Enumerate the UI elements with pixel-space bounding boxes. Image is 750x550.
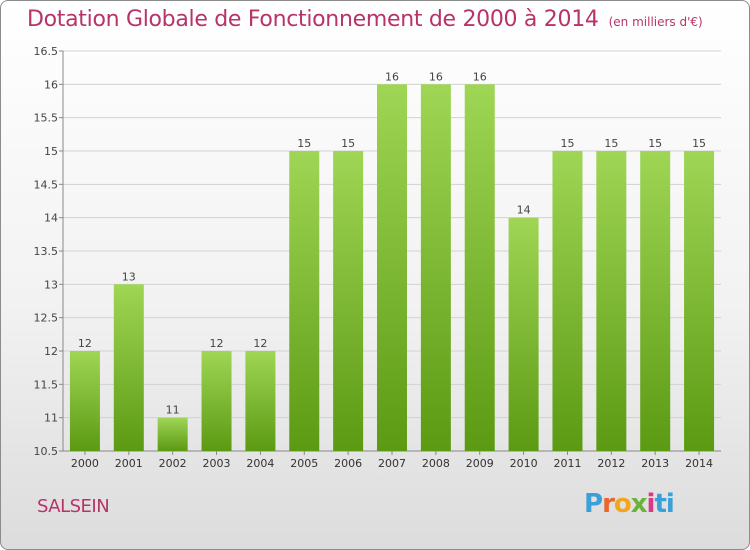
x-tick-label: 2000 <box>71 457 99 470</box>
data-label: 14 <box>517 204 531 217</box>
data-label: 12 <box>253 337 267 350</box>
y-tick-label: 13.5 <box>34 245 59 258</box>
bar <box>333 151 364 451</box>
x-tick-label: 2001 <box>115 457 143 470</box>
x-tick-label: 2008 <box>422 457 450 470</box>
town-name: SALSEIN <box>37 496 110 517</box>
y-tick-label: 10.5 <box>34 445 59 458</box>
y-tick-label: 15 <box>44 145 58 158</box>
bar <box>157 417 188 451</box>
bar <box>113 284 144 451</box>
bars <box>69 84 715 451</box>
bar <box>552 151 583 451</box>
chart-subtitle: (en milliers d'€) <box>608 15 703 29</box>
y-tick-label: 14 <box>44 212 58 225</box>
data-label: 15 <box>560 137 574 150</box>
x-tick-label: 2004 <box>246 457 274 470</box>
y-tick-label: 11 <box>44 412 58 425</box>
bar <box>684 151 715 451</box>
bar <box>201 351 232 451</box>
logo-letter: ti <box>654 489 674 519</box>
data-label: 12 <box>210 337 224 350</box>
logo-letter: x <box>630 489 648 519</box>
logo-letter: i <box>646 489 656 519</box>
x-tick-label: 2010 <box>510 457 538 470</box>
data-label: 15 <box>648 137 662 150</box>
x-tick-label: 2007 <box>378 457 406 470</box>
x-tick-label: 2012 <box>597 457 625 470</box>
x-tick-label: 2006 <box>334 457 362 470</box>
bar <box>245 351 276 451</box>
x-tick-label: 2011 <box>553 457 581 470</box>
y-tick-label: 13 <box>44 278 58 291</box>
bar <box>640 151 671 451</box>
logo-letter: P <box>584 489 603 519</box>
proxiti-logo: Proxiti <box>584 489 675 519</box>
bar <box>69 351 100 451</box>
chart-title-text: Dotation Globale de Fonctionnement de 20… <box>27 7 599 32</box>
bar <box>420 84 451 451</box>
x-tick-label: 2005 <box>290 457 318 470</box>
x-tick-label: 2003 <box>203 457 231 470</box>
y-tick-label: 12 <box>44 345 58 358</box>
x-tick-label: 2009 <box>466 457 494 470</box>
y-tick-label: 15.5 <box>34 112 59 125</box>
y-tick-label: 11.5 <box>34 378 59 391</box>
x-tick-label: 2013 <box>641 457 669 470</box>
bar <box>596 151 627 451</box>
data-label: 11 <box>166 404 180 417</box>
y-tick-label: 16.5 <box>34 45 59 58</box>
chart-title: Dotation Globale de Fonctionnement de 20… <box>27 7 703 32</box>
bar <box>289 151 320 451</box>
y-tick-label: 12.5 <box>34 312 59 325</box>
data-label: 16 <box>429 70 443 83</box>
data-label: 13 <box>122 270 136 283</box>
data-label: 15 <box>692 137 706 150</box>
labels: 10.5 11 11.5 12 12.5 13 13.5 14 14.5 15 15.5 16 16.5… <box>34 45 714 470</box>
bar <box>464 84 495 451</box>
data-label: 15 <box>341 137 355 150</box>
bar <box>508 217 539 451</box>
y-tick-label: 16 <box>44 78 58 91</box>
logo-letter: r <box>602 489 615 519</box>
data-label: 12 <box>78 337 92 350</box>
y-tick-label: 14.5 <box>34 178 59 191</box>
data-label: 15 <box>297 137 311 150</box>
x-tick-label: 2014 <box>685 457 713 470</box>
data-label: 16 <box>385 70 399 83</box>
data-label: 16 <box>473 70 487 83</box>
logo-letter: o <box>613 489 632 519</box>
data-label: 15 <box>604 137 618 150</box>
x-tick-label: 2002 <box>159 457 187 470</box>
bar <box>377 84 407 451</box>
